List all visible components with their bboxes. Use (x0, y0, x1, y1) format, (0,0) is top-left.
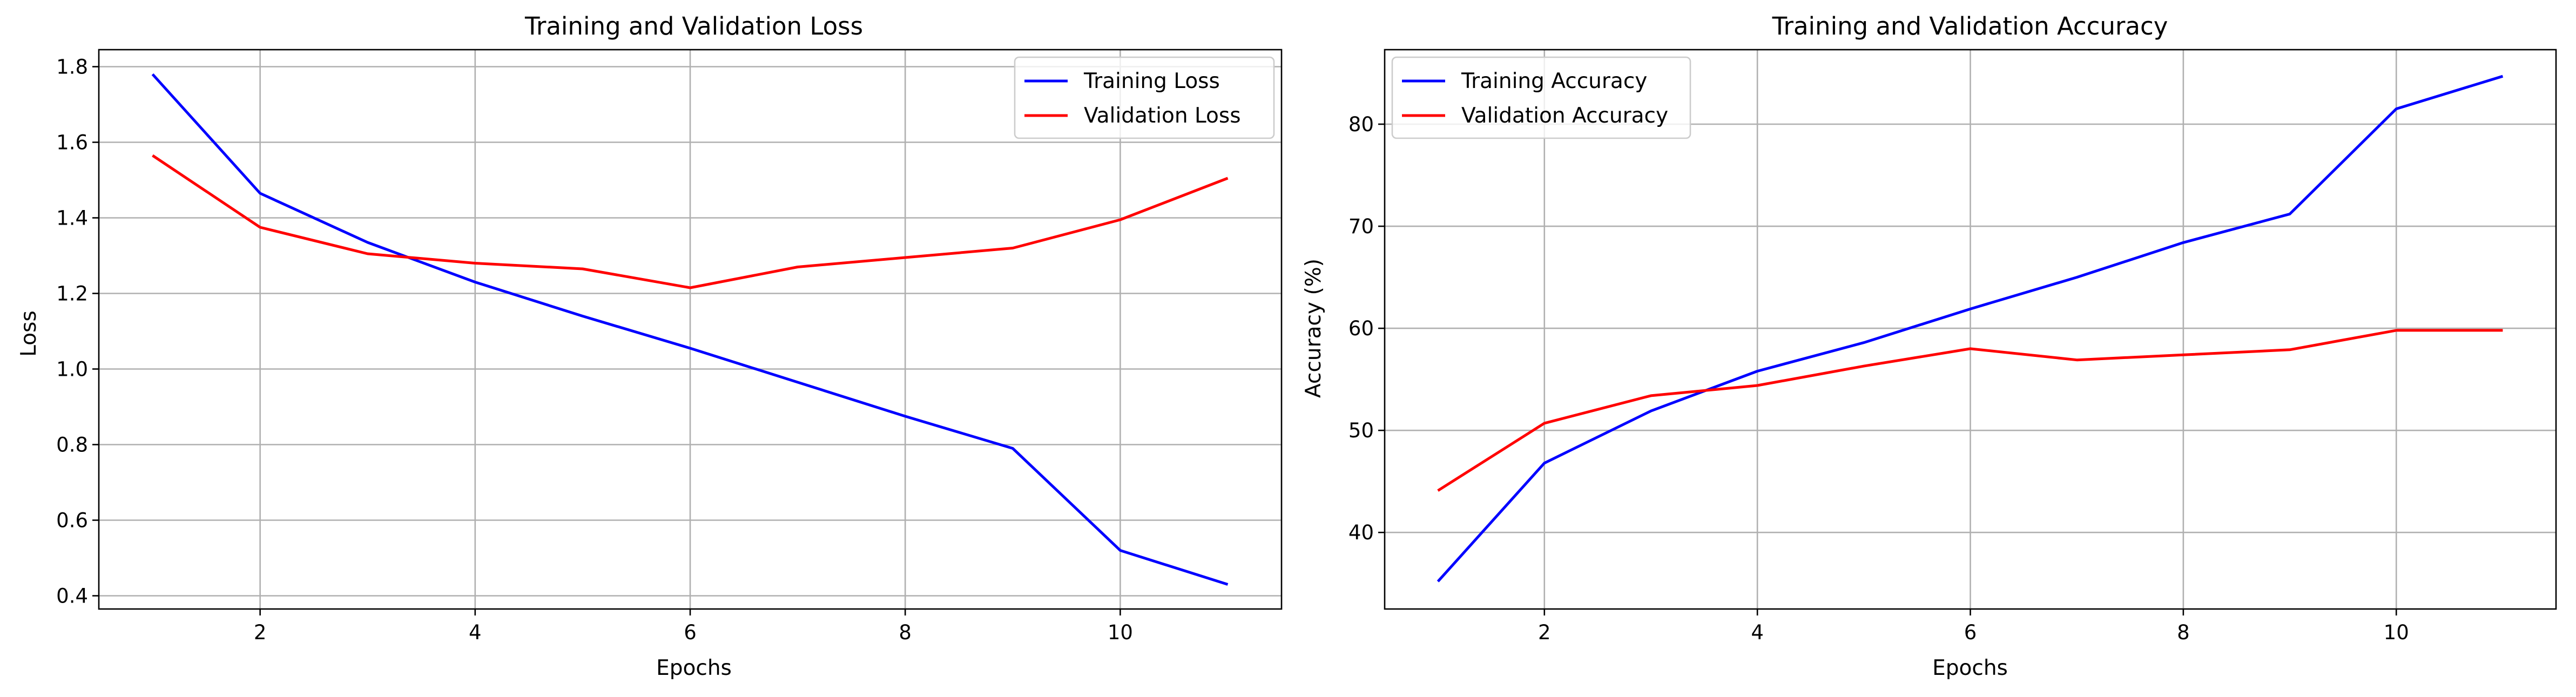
loss-y-tick-label: 1.8 (56, 56, 88, 79)
accuracy-legend-label: Validation Accuracy (1461, 104, 1668, 128)
accuracy-x-axis-label: Epochs (1932, 656, 2008, 680)
loss-x-axis-label: Epochs (656, 656, 732, 680)
accuracy-plot-frame (1384, 49, 2557, 610)
loss-x-tick-label: 6 (684, 621, 697, 644)
loss-x-tick-label: 4 (469, 621, 482, 644)
accuracy-series-line-validation (1437, 329, 2503, 492)
accuracy-y-tick-label: 80 (1348, 113, 1374, 136)
loss-legend: Training Loss Validation Loss (1014, 56, 1275, 139)
loss-y-tick-label: 0.8 (56, 434, 88, 457)
accuracy-x-tick-label: 4 (1751, 621, 1764, 644)
loss-legend-box (1014, 56, 1275, 139)
loss-x-tick-label: 10 (1108, 621, 1133, 644)
loss-series-line-training (151, 73, 1229, 586)
accuracy-series-line-training (1437, 75, 2504, 583)
accuracy-legend-box (1391, 56, 1691, 139)
loss-y-tick-label: 1.2 (56, 282, 88, 306)
accuracy-x-tick-label: 10 (2384, 621, 2409, 644)
accuracy-chart-title: Training and Validation Accuracy (1772, 12, 2168, 40)
loss-legend-label: Training Loss (1083, 69, 1220, 93)
loss-y-tick-label: 1.6 (56, 131, 88, 154)
loss-x-tick-label: 2 (254, 621, 267, 644)
loss-plot-frame (98, 49, 1283, 610)
accuracy-legend-label: Training Accuracy (1461, 69, 1647, 93)
loss-series-line-validation (152, 154, 1229, 289)
loss-y-tick-label: 1.0 (56, 358, 88, 381)
accuracy-legend: Training Accuracy Validation Accuracy (1391, 56, 1691, 139)
loss-legend-label: Validation Loss (1084, 104, 1241, 128)
accuracy-x-tick-label: 2 (1538, 621, 1551, 644)
accuracy-x-tick-label: 6 (1964, 621, 1977, 644)
accuracy-y-tick-label: 60 (1348, 317, 1374, 340)
accuracy-y-tick-label: 50 (1348, 419, 1374, 442)
loss-chart-panel: Training and Validation Loss Epochs Loss… (17, 12, 1283, 680)
loss-y-tick-label: 0.4 (56, 585, 88, 608)
loss-chart-title: Training and Validation Loss (524, 12, 863, 40)
accuracy-y-tick-label: 70 (1348, 215, 1374, 238)
accuracy-y-axis-label: Accuracy (%) (1302, 259, 1326, 398)
accuracy-chart-panel: Training and Validation Accuracy Epochs … (1302, 12, 2557, 680)
accuracy-y-tick-label: 40 (1348, 521, 1374, 544)
loss-y-tick-label: 1.4 (56, 207, 88, 230)
loss-y-axis-label: Loss (17, 310, 41, 357)
loss-x-tick-label: 8 (899, 621, 912, 644)
loss-y-tick-label: 0.6 (56, 509, 88, 532)
accuracy-x-tick-label: 8 (2177, 621, 2190, 644)
